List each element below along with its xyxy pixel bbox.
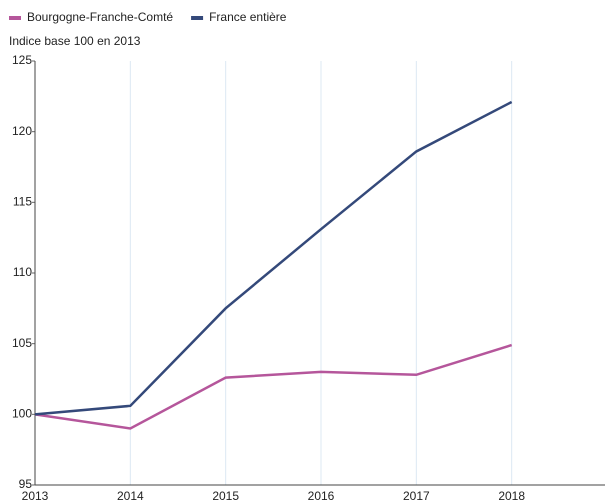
legend-label: Bourgogne-Franche-Comté <box>27 10 173 24</box>
y-tick-label: 115 <box>13 195 32 209</box>
x-tick-label: 2018 <box>498 489 525 503</box>
legend-swatch <box>191 16 204 20</box>
y-tick-label: 120 <box>12 124 32 138</box>
line <box>34 100 513 416</box>
y-tick-label: 105 <box>12 336 32 350</box>
x-tick-label: 2013 <box>22 489 49 503</box>
x-tick-label: 2014 <box>117 489 144 503</box>
line <box>34 343 513 430</box>
y-tick-label: 125 <box>12 53 32 67</box>
x-tick-label: 2015 <box>212 489 239 503</box>
y-tick-label: 100 <box>12 407 32 421</box>
y-tick-label: 110 <box>13 265 32 279</box>
x-tick-label: 2017 <box>403 489 430 503</box>
legend-label: France entière <box>209 10 287 24</box>
x-tick-label: 2016 <box>308 489 335 503</box>
chart-title: Indice base 100 en 2013 <box>9 34 141 48</box>
legend-swatch <box>9 16 21 20</box>
y-tick-label: 95 <box>19 477 33 491</box>
